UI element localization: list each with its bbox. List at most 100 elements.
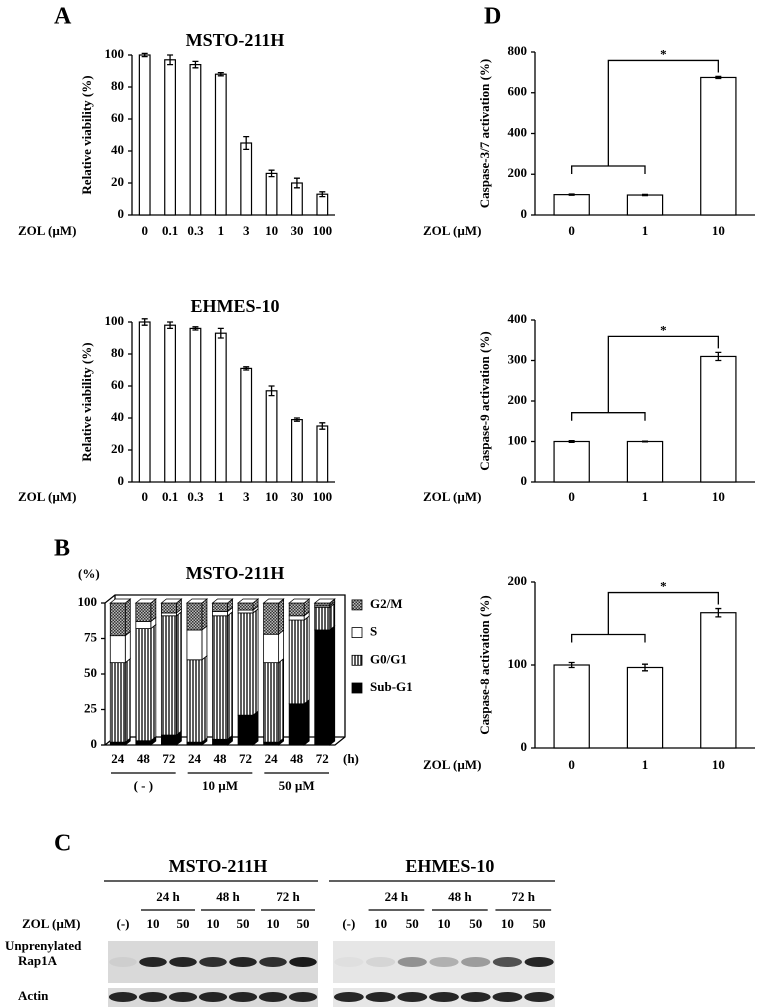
significance-label: * — [660, 579, 667, 594]
y-axis-label: Relative viability (%) — [79, 342, 94, 461]
x-tick-label: 0 — [568, 489, 575, 504]
bar — [240, 142, 253, 216]
panel-label: C — [54, 831, 71, 857]
x-tick-label: 1 — [218, 223, 225, 238]
time-label: 48 h — [216, 889, 240, 904]
time-label: 24 h — [156, 889, 180, 904]
error-bar — [715, 607, 722, 618]
y-tick-label: 200 — [508, 165, 528, 180]
legend-swatch — [351, 682, 363, 694]
bar-segment — [160, 612, 177, 617]
band — [397, 957, 427, 967]
lane-label: 10 — [438, 916, 451, 931]
bar-side — [278, 657, 285, 743]
x-tick-label: 0.3 — [187, 489, 204, 504]
bar-top — [288, 598, 311, 604]
lane-label: 10 — [267, 916, 280, 931]
bar-side — [201, 654, 208, 743]
error-bar — [167, 54, 174, 66]
x-tick-label: 10 — [712, 223, 725, 238]
bar-segment — [186, 602, 203, 631]
x-tick-label: 1 — [642, 223, 649, 238]
bar-side — [175, 610, 182, 736]
x-tick-label: 48 — [137, 751, 151, 766]
bar-side — [227, 610, 233, 741]
lane-label: 10 — [207, 916, 220, 931]
error-bar — [141, 318, 148, 326]
row-label: Rap1A — [18, 953, 58, 968]
error-bar — [192, 60, 199, 69]
bar-side — [303, 615, 310, 705]
y-tick-label: 0 — [91, 736, 98, 751]
y-axis-label: Caspase-9 activation (%) — [477, 331, 492, 470]
error-bar — [568, 661, 575, 669]
error-bar — [217, 71, 224, 77]
bar — [189, 63, 202, 216]
x-tick-label: 10 — [265, 489, 278, 504]
x-tick-label: 10 — [712, 489, 725, 504]
y-tick-label: 0 — [521, 739, 528, 754]
bar — [700, 355, 737, 483]
y-tick-label: 60 — [111, 110, 124, 125]
x-tick-label: 72 — [162, 751, 175, 766]
y-tick-label: 400 — [508, 124, 528, 139]
bar-segment — [109, 662, 126, 743]
x-tick-label: 72 — [239, 751, 252, 766]
group-label: 10 µM — [202, 778, 238, 793]
error-bar — [268, 385, 275, 397]
bar-segment — [160, 734, 177, 746]
x-tick-label: 0 — [568, 757, 575, 772]
bar-segment — [263, 602, 280, 635]
group-label: 50 µM — [279, 778, 315, 793]
y-axis-label: (%) — [78, 566, 100, 581]
bar-top — [211, 598, 234, 604]
bar — [164, 324, 176, 483]
y-tick-label: 25 — [84, 700, 98, 715]
error-bar — [319, 422, 326, 430]
error-bar — [268, 169, 275, 178]
cell-line-name: EHMES-10 — [405, 856, 494, 876]
lane-label: 50 — [533, 916, 546, 931]
panel-label: D — [484, 4, 501, 30]
bar-segment — [135, 621, 152, 629]
y-tick-label: 20 — [111, 441, 124, 456]
band — [429, 992, 459, 1002]
x-tick-label: 3 — [243, 489, 250, 504]
error-bar — [568, 193, 575, 196]
significance-bracket — [607, 591, 719, 635]
bar-segment — [263, 662, 280, 743]
bar-side — [124, 598, 131, 637]
legend-swatch — [351, 627, 363, 638]
lane-label: 50 — [177, 916, 190, 931]
x-tick-label: 0 — [568, 223, 575, 238]
band — [228, 992, 258, 1002]
bar — [214, 332, 227, 483]
significance-bracket — [571, 633, 646, 643]
bar — [553, 440, 590, 483]
error-bar — [243, 135, 250, 151]
legend-label: G0/G1 — [370, 651, 407, 666]
lane-label: (-) — [117, 916, 130, 931]
bar-segment — [212, 615, 228, 740]
y-tick-label: 100 — [78, 594, 98, 609]
error-bar — [217, 327, 224, 339]
y-tick-label: 40 — [111, 142, 124, 157]
x-tick-label: 100 — [313, 489, 333, 504]
band — [168, 992, 198, 1002]
cell-line-name: MSTO-211H — [169, 856, 268, 876]
bar-side — [252, 710, 259, 746]
chart-title: MSTO-211H — [186, 30, 285, 50]
error-bar — [642, 440, 648, 443]
bar — [164, 59, 176, 216]
bar-segment — [186, 741, 203, 746]
bar — [189, 327, 202, 483]
bar-side — [201, 598, 208, 631]
y-tick-label: 50 — [84, 665, 97, 680]
y-axis-label: Caspase-8 activation (%) — [477, 595, 492, 734]
error-bar — [715, 351, 722, 362]
bar-segment — [314, 602, 331, 607]
time-label: 24 h — [385, 889, 409, 904]
error-bar — [141, 52, 148, 58]
y-axis-label: Relative viability (%) — [79, 75, 94, 194]
bar-segment — [314, 606, 331, 631]
